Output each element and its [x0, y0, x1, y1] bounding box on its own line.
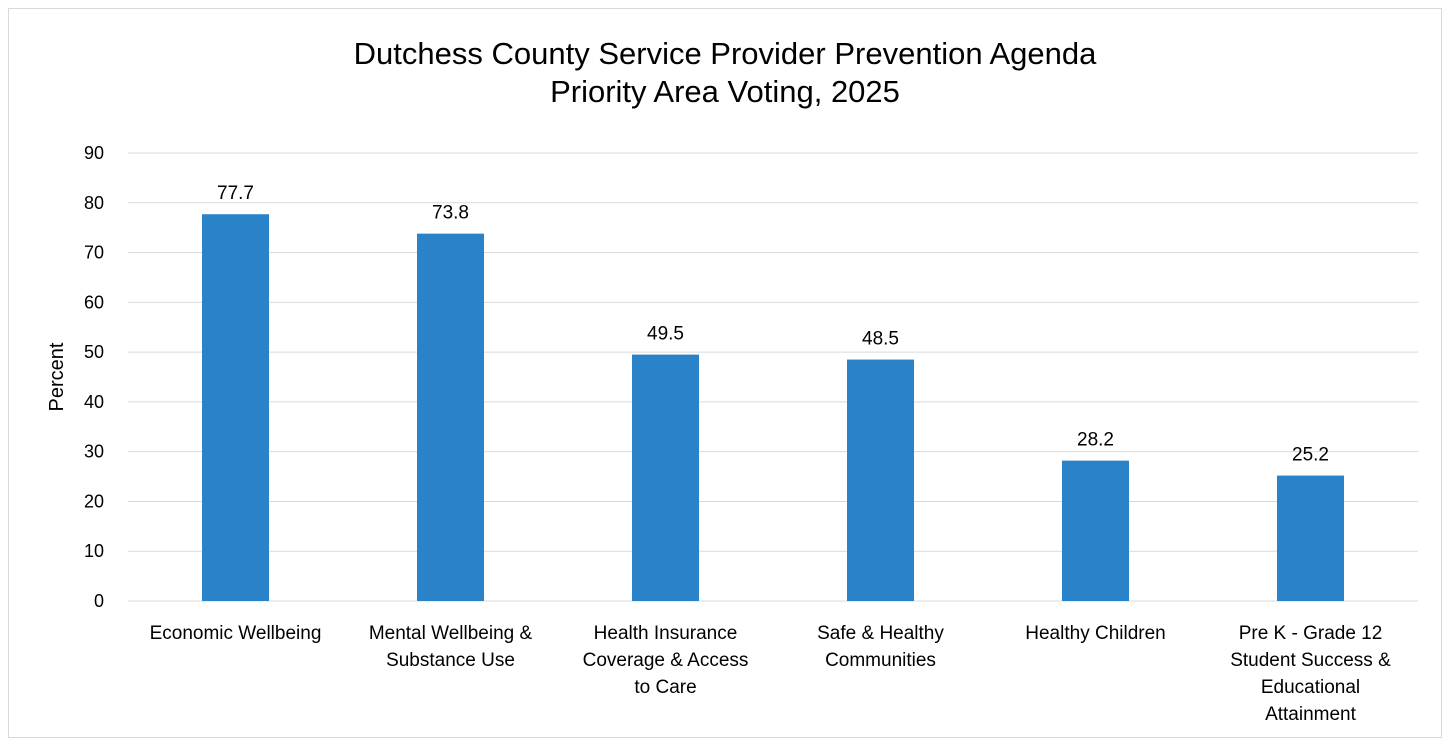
data-label: 49.5 [647, 324, 684, 345]
x-category-label-line: Communities [825, 650, 936, 671]
bar [847, 359, 914, 601]
y-tick-label: 90 [84, 143, 104, 163]
data-label: 77.7 [217, 183, 254, 204]
y-tick-label: 70 [84, 243, 104, 263]
y-tick-label: 10 [84, 541, 104, 561]
bar [417, 233, 484, 601]
x-category-label-line: Coverage & Access [583, 650, 749, 671]
x-category-label-line: Safe & Healthy [817, 623, 944, 644]
x-category-label: Pre K - Grade 12 Student Success & Educati… [1230, 623, 1391, 725]
bars [202, 214, 1344, 601]
x-category-label: Health Insurance Coverage & Access to Care [583, 623, 749, 698]
gridlines [128, 152, 1418, 602]
x-category-label-line: Student Success & [1230, 650, 1391, 671]
y-tick-label: 40 [84, 392, 104, 412]
x-category-label-line: Economic Wellbeing [150, 623, 322, 644]
chart-title: Dutchess County Service Provider Prevent… [354, 36, 1097, 109]
x-category-label-line: to Care [634, 677, 696, 698]
bar [1062, 460, 1129, 601]
y-axis-title: Percent [46, 342, 68, 411]
x-category-label-line: Educational [1261, 677, 1360, 698]
x-category-label-line: Pre K - Grade 12 [1239, 623, 1383, 644]
data-label: 73.8 [432, 203, 469, 224]
x-category-label-line: Attainment [1265, 704, 1357, 725]
chart-title-line: Priority Area Voting, 2025 [550, 74, 900, 109]
y-tick-labels: 0 10 20 30 40 50 60 70 80 90 [84, 143, 104, 611]
x-category-label: Mental Wellbeing & Substance Use [369, 623, 533, 671]
y-tick-label: 0 [94, 591, 104, 611]
x-category-label-line: Mental Wellbeing & [369, 623, 533, 644]
x-category-label-line: Health Insurance [594, 623, 738, 644]
x-category-label: Healthy Children [1025, 623, 1165, 644]
x-category-labels: Economic Wellbeing Mental Wellbeing & Subs… [150, 623, 1391, 725]
data-label: 28.2 [1077, 430, 1114, 451]
x-category-label: Safe & Healthy Communities [817, 623, 944, 671]
data-label: 25.2 [1292, 445, 1329, 466]
bar [1277, 475, 1344, 601]
y-tick-label: 20 [84, 491, 104, 511]
x-category-label-line: Substance Use [386, 650, 515, 671]
data-labels: 77.7 73.8 49.5 48.5 28.2 25.2 [217, 183, 1329, 465]
bar [202, 214, 269, 601]
data-label: 48.5 [862, 329, 899, 350]
chart-title-line: Dutchess County Service Provider Prevent… [354, 36, 1097, 71]
x-category-label-line: Healthy Children [1025, 623, 1165, 644]
y-tick-label: 60 [84, 292, 104, 312]
x-category-label: Economic Wellbeing [150, 623, 322, 644]
y-tick-label: 80 [84, 193, 104, 213]
y-tick-label: 30 [84, 442, 104, 462]
bar [632, 354, 699, 601]
y-tick-label: 50 [84, 342, 104, 362]
